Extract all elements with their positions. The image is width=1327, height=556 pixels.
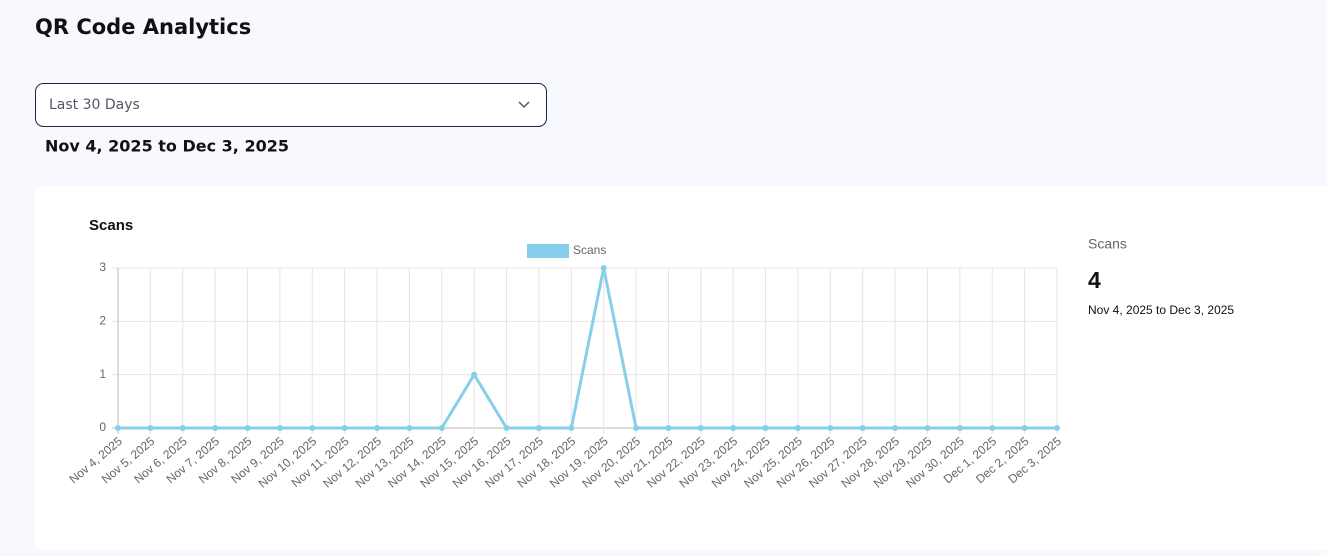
point bbox=[374, 425, 381, 431]
point bbox=[471, 371, 478, 378]
point bbox=[633, 425, 640, 431]
chart-card bbox=[35, 186, 1327, 550]
select-value[interactable]: Last 30 Days bbox=[49, 97, 140, 113]
summary-label: Scans bbox=[1088, 236, 1127, 252]
point bbox=[438, 425, 445, 431]
summary-range: Nov 4, 2025 to Dec 3, 2025 bbox=[1088, 303, 1234, 317]
series-line bbox=[118, 267, 1057, 430]
point bbox=[762, 425, 769, 431]
range-select[interactable]: Last 30 Days bbox=[35, 83, 547, 127]
point bbox=[956, 425, 963, 431]
point bbox=[147, 425, 154, 431]
point bbox=[600, 265, 607, 271]
chart-title: Scans bbox=[89, 217, 133, 234]
point bbox=[1021, 425, 1028, 431]
point bbox=[989, 425, 996, 431]
page-title: QR Code Analytics bbox=[35, 15, 251, 39]
y-tick-label: 0 bbox=[99, 420, 106, 434]
date-range: Nov 4, 2025 to Dec 3, 2025 bbox=[45, 137, 289, 156]
point bbox=[827, 425, 834, 431]
point bbox=[406, 425, 413, 431]
y-tick-label: 3 bbox=[99, 260, 106, 274]
point bbox=[859, 425, 866, 431]
point bbox=[892, 425, 899, 431]
point bbox=[924, 425, 931, 431]
select-box[interactable] bbox=[35, 83, 547, 127]
point bbox=[503, 425, 510, 431]
point bbox=[730, 425, 737, 431]
summary-value: 4 bbox=[1088, 267, 1101, 293]
chevron[interactable] bbox=[518, 101, 530, 109]
point bbox=[244, 425, 251, 431]
legend-label: Scans bbox=[573, 243, 606, 257]
point bbox=[115, 425, 121, 431]
point bbox=[179, 425, 186, 431]
point bbox=[309, 425, 316, 431]
point bbox=[341, 425, 348, 431]
y-tick-label: 2 bbox=[99, 314, 106, 328]
point bbox=[212, 425, 219, 431]
y-tick-label: 1 bbox=[99, 367, 106, 381]
point bbox=[1054, 425, 1060, 431]
point bbox=[276, 425, 283, 431]
point bbox=[794, 425, 801, 431]
point bbox=[535, 425, 542, 431]
point bbox=[665, 425, 672, 431]
point bbox=[568, 425, 575, 431]
point bbox=[697, 425, 704, 431]
legend-swatch bbox=[527, 244, 569, 258]
